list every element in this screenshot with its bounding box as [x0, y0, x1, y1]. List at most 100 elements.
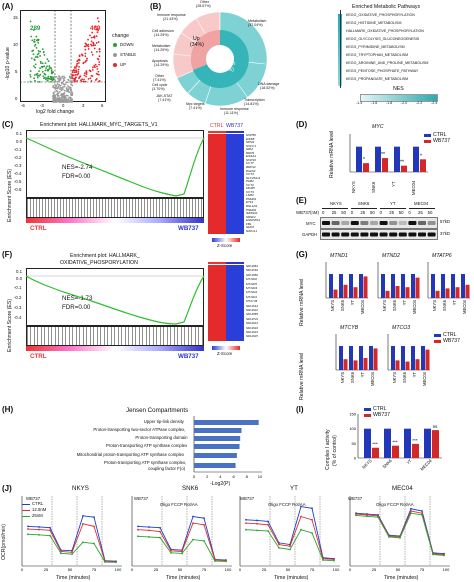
volcano-point: [96, 17, 99, 20]
blot-band-myc: [350, 221, 359, 225]
enriched-item: KEGG_HISTIDINE_METABOLISM: [346, 21, 402, 25]
volcano-legend-down: DOWN: [120, 42, 134, 47]
donut-label: JAK-STAT: [156, 94, 173, 98]
donut-down-pct: (66%): [220, 67, 234, 73]
ocr-point: [410, 507, 412, 510]
panel-j-xtick: 0: [239, 567, 242, 572]
panel-j-plots: 0 25 50 75 100 0 25 50 75 100 0 25 50 75 100 0 25 50 75 100: [21, 496, 450, 572]
volcano-point: [41, 48, 44, 51]
bar-ctrl: [411, 274, 415, 298]
sig-mark: **: [381, 152, 385, 158]
volcano-point: [60, 88, 63, 91]
blot-band-gapdh: [331, 232, 340, 237]
blot-band-myc: [389, 221, 398, 225]
volcano-point: [59, 88, 61, 91]
panel-j-xtick: 100: [443, 567, 450, 572]
donut-label: (11.11%): [224, 111, 239, 115]
ocr-point: [159, 530, 161, 533]
ocr-point: [421, 512, 423, 515]
panel-g-category: SNK6: [350, 371, 355, 383]
heat-f-ctrl-block: [208, 265, 226, 341]
ocr-point: [203, 540, 205, 542]
heat-c-scale: [212, 238, 240, 242]
volcano-point: [84, 48, 87, 51]
gsea-c-ytick: -0.5: [14, 179, 22, 184]
nes-colorbar: [360, 94, 438, 102]
ocr-point: [148, 536, 150, 538]
ocr-point: [137, 528, 139, 531]
bar-ctrl: [364, 428, 371, 458]
panel-j-xtick: 50: [68, 567, 73, 572]
volcano-point: [56, 87, 59, 90]
sig-mark: **: [400, 160, 404, 166]
panel-g-category: NKYS: [382, 300, 387, 312]
volcano-point: [44, 69, 47, 72]
ocr-point: [27, 525, 29, 528]
enriched-item: KEGG_TRYPTOPHAN_METABOLISM: [346, 53, 409, 57]
ocr-point: [159, 526, 161, 529]
donut-label: Immune response: [220, 107, 249, 111]
volcano-xtick: -3: [40, 103, 44, 108]
volcano-point: [42, 75, 45, 78]
donut-down-label: Down: [222, 61, 236, 67]
ocr-point: [93, 525, 95, 528]
volcano-point: [58, 78, 61, 81]
heat-c-ctrl: CTRL: [210, 123, 224, 129]
heat-f-scale: [212, 346, 240, 350]
panel-j-xlabel: Time (minutes): [56, 575, 91, 581]
donut-label: (18.52%): [260, 86, 275, 90]
volcano-point: [50, 69, 53, 72]
volcano-point: [68, 91, 71, 94]
volcano-point: [87, 48, 90, 50]
bar-wb737: [392, 445, 399, 458]
volcano-point: [66, 90, 69, 93]
panel-g-gene: MTCO3: [392, 325, 411, 331]
volcano-point: [89, 34, 91, 37]
panel-h-term: Upper tip-link density: [143, 419, 184, 424]
ocr-point: [93, 542, 95, 545]
heat-f-gene: NDUFA2: [246, 308, 258, 312]
panel-j-xtick: 50: [396, 567, 401, 572]
volcano-point: [84, 55, 87, 58]
panel-j-xtick: 75: [310, 567, 315, 572]
volcano-point: [77, 68, 80, 71]
ocr-point: [49, 529, 51, 532]
panel-j-xtick: 0: [21, 567, 24, 572]
panel-j-inject: Oligo FCCP Rot/AA: [268, 502, 306, 507]
volcano-point: [78, 59, 81, 62]
volcano-point: [41, 66, 44, 69]
heat-c-gene: NOLC1: [246, 143, 257, 148]
panel-g-category: YT: [412, 372, 417, 378]
heat-f-gene: MT-ND1: [246, 294, 258, 299]
gsea-c-ytick: 0.1: [16, 131, 22, 136]
volcano-point: [71, 77, 74, 80]
volcano-point: [66, 88, 69, 91]
volcano-point: [98, 73, 100, 76]
bar-ctrl: [421, 346, 425, 370]
blot-cell: SNK6: [358, 201, 370, 206]
volcano-point: [39, 73, 42, 76]
ocr-point: [225, 560, 227, 563]
volcano-point: [95, 42, 98, 44]
ocr-point: [71, 553, 73, 556]
panel-label-c: (C): [2, 120, 14, 129]
volcano-legend-dots: [113, 43, 117, 67]
volcano-point: [44, 73, 46, 76]
blot-band-myc: [427, 221, 436, 225]
donut-label: Apoptosis: [152, 59, 168, 63]
volcano-point: [59, 86, 62, 89]
bar-wb737: [363, 163, 369, 172]
volcano-point: [75, 67, 77, 69]
volcano-point: [52, 71, 55, 74]
blot-dose-label: WB737(nM): [296, 210, 319, 215]
gsea-c-title: Enrichment plot: HALLMARK_MYC_TARGETS_V1: [40, 122, 158, 128]
heat-c-gene: RRP12: [246, 164, 256, 169]
panel-j-inject: Oligo FCCP Rot/AA: [160, 502, 198, 507]
ocr-point: [159, 536, 161, 539]
ocr-point: [300, 515, 302, 518]
volcano-xtick: 0: [62, 103, 65, 108]
volcano-point: [54, 101, 57, 103]
sig-mark: ***: [412, 438, 418, 443]
ocr-point: [432, 553, 434, 556]
heat-f-gene: NDUFB5: [246, 312, 259, 317]
